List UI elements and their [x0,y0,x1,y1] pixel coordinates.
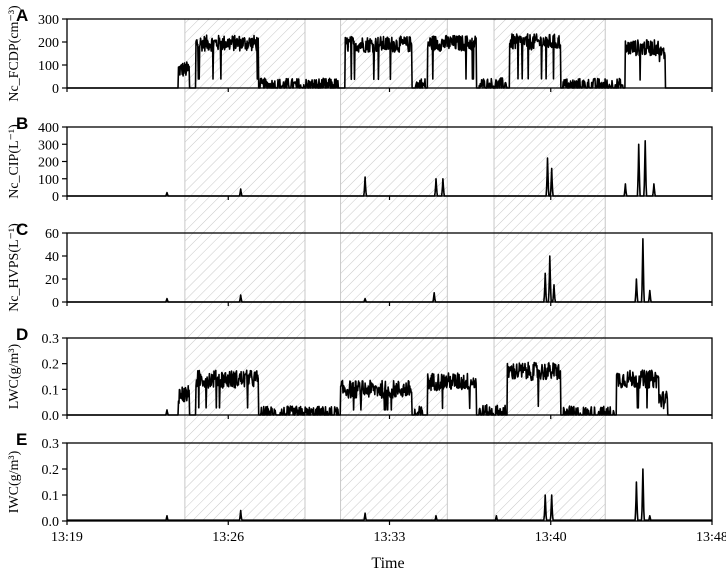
panel-letter: A [16,6,28,25]
y-axis-label: IWC(g/m³) [7,450,22,513]
panel-c: 0 20 40 60 CNc_HVPS(L⁻¹) [7,220,713,312]
y-tick-label: 40 [45,250,59,265]
x-tick-label: 13:40 [535,530,567,545]
x-tick-label: 13:48 [696,530,726,545]
shaded-interval-1 [184,18,306,522]
y-tick-label: 200 [38,36,59,51]
y-tick-label: 60 [45,227,59,242]
x-tick-label: 13:33 [374,530,406,545]
y-tick-label: 0 [52,296,59,311]
panel-letter: C [16,220,28,239]
y-tick-label: 100 [38,173,59,188]
y-tick-label: 0.3 [42,437,60,452]
panel-a: 0 100 200 300 ANc_FCDP(cm⁻³) [7,5,713,102]
x-tick-label: 13:19 [51,530,83,545]
y-tick-label: 300 [38,13,59,28]
shaded-interval-2 [340,18,448,522]
y-axis-label: LWC(g/m³) [7,343,22,409]
y-tick-label: 0.2 [42,358,60,373]
y-axis-label: Nc_CIP(L⁻¹) [7,124,22,199]
y-tick-label: 0.3 [42,332,60,347]
y-tick-label: 0.1 [42,383,60,398]
panels: 0100200300ANc_FCDP(cm⁻³)0100200300400BNc… [7,5,713,530]
y-tick-label: 0 [52,82,59,97]
y-tick-label: 300 [38,138,59,153]
y-tick-label: 0 [52,190,59,205]
y-tick-label: 0.0 [42,409,60,424]
y-tick-label: 0.1 [42,489,60,504]
y-tick-label: 0.2 [42,463,60,478]
y-tick-label: 20 [45,273,59,288]
y-axis-label: Nc_HVPS(L⁻¹) [7,223,22,312]
panel-letter: E [16,430,27,449]
x-tick-label: 13:26 [212,530,244,545]
series-line-e [66,468,713,521]
x-axis-label: Time [371,555,404,572]
x-axis: Time 13:19 13:26 13:33 13:40 13:48 [51,530,726,572]
y-axis-label: Nc_FCDP(cm⁻³) [7,5,22,102]
y-tick-label: 0.0 [42,515,60,530]
panel-letter: D [16,325,28,344]
y-tick-label: 400 [38,121,59,136]
panel-letter: B [16,114,28,133]
panel-b: 0 100 200 300 400 BNc_CIP(L⁻¹) [7,114,713,205]
y-tick-label: 100 [38,59,59,74]
y-tick-label: 200 [38,156,59,171]
shaded-intervals [184,18,606,522]
